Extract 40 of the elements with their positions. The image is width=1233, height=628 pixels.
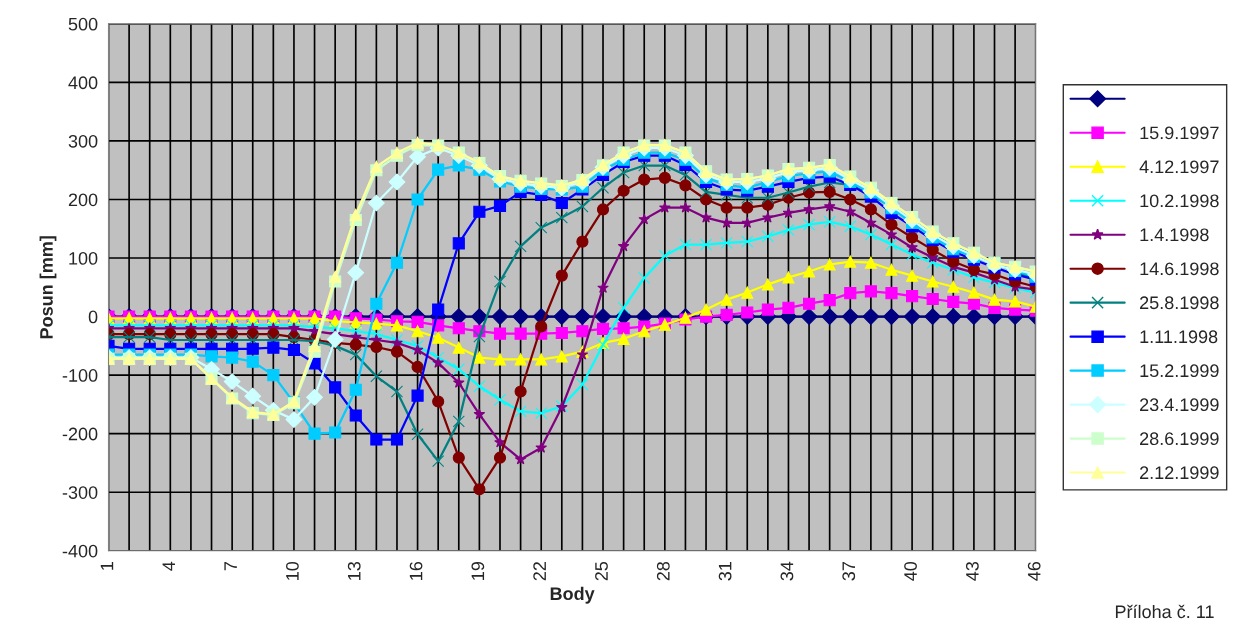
legend-label: 1.4.1998: [1140, 228, 1209, 242]
legend-label: 1.11.1998: [1140, 330, 1218, 344]
legend-label: 2.12.1999: [1140, 466, 1219, 480]
x-axis-title: Body: [550, 586, 595, 604]
x-tick-label: 28: [656, 561, 670, 581]
x-tick-label: 22: [533, 562, 546, 581]
y-tick-label: 300: [68, 134, 98, 148]
x-tick-label: 19: [471, 562, 485, 580]
x-tick-label: 13: [347, 561, 361, 580]
y-tick-label: -100: [62, 369, 98, 382]
legend-label: 25.8.1998: [1140, 296, 1219, 310]
legend-label: 15.2.1999: [1140, 364, 1219, 378]
x-tick-label: 4: [162, 561, 175, 571]
x-tick-label: 40: [904, 561, 917, 581]
y-tick-label: -300: [62, 486, 98, 499]
x-tick-label: 34: [780, 561, 794, 581]
x-tick-label: 31: [718, 562, 732, 581]
legend-label: 23.4.1999: [1140, 398, 1219, 412]
x-tick-label: 10: [286, 561, 299, 580]
x-tick-label: 16: [409, 561, 423, 580]
x-tick-label: 46: [1027, 561, 1041, 581]
y-axis-title: Posun [mm]: [39, 236, 57, 339]
y-tick-label: 100: [69, 251, 98, 265]
legend-label: 28.6.1999: [1140, 432, 1219, 446]
text: Příloha č. 11: [1115, 604, 1214, 619]
y-tick-label: -400: [62, 544, 98, 558]
y-tick-label: 400: [68, 76, 98, 90]
x-tick-label: 43: [965, 561, 979, 581]
x-tick-label: 25: [595, 561, 608, 581]
legend-label: 14.6.1998: [1140, 262, 1219, 276]
x-tick-label: 7: [224, 562, 237, 571]
x-tick-label: 1: [100, 562, 114, 570]
y-tick-label: 0: [88, 310, 98, 324]
legend-label: 4.12.1997: [1139, 160, 1219, 174]
y-tick-label: 500: [68, 17, 98, 31]
legend-label: 15.9.1997: [1140, 126, 1219, 140]
y-tick-label: -200: [62, 427, 98, 441]
legend-label: 10.2.1998: [1140, 194, 1219, 208]
x-tick-label: 37: [842, 562, 856, 581]
y-tick-label: 200: [68, 193, 98, 207]
